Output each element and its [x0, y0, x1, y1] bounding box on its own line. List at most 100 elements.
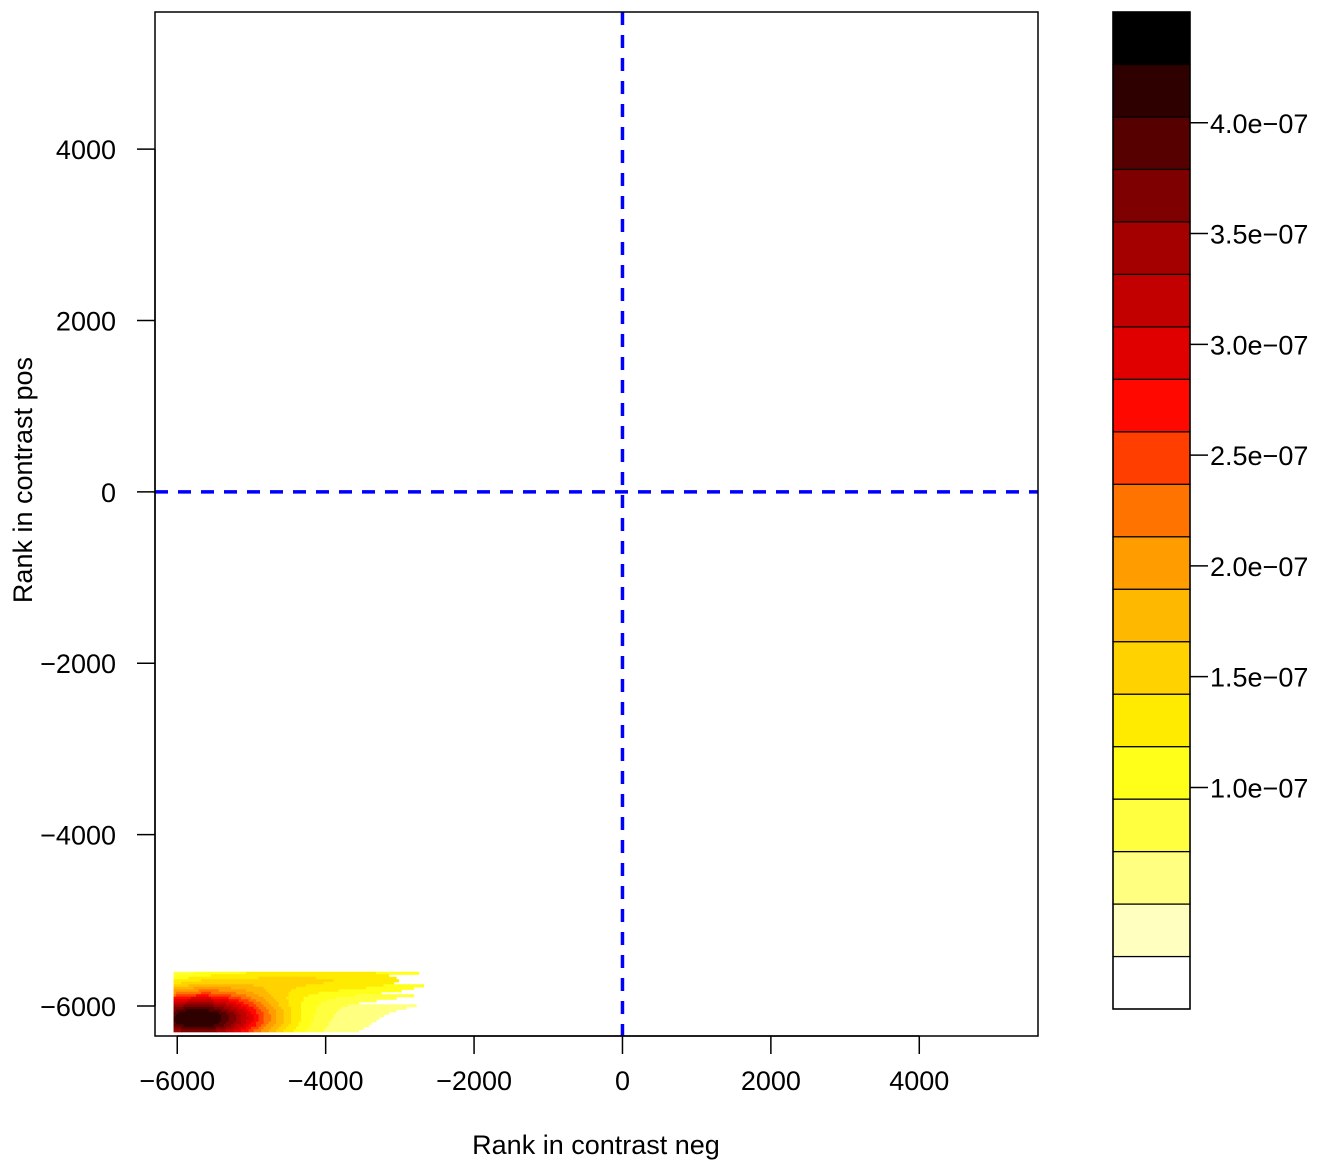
density-cell [291, 1009, 302, 1013]
density-cell [186, 1009, 210, 1013]
density-cell [173, 1029, 182, 1033]
density-cell [276, 1029, 285, 1033]
density-cell [246, 1026, 252, 1030]
legend-color-band [1112, 536, 1191, 590]
density-cell [276, 999, 290, 1003]
legend-color-band [1112, 641, 1191, 695]
density-cell [258, 1016, 265, 1020]
density-cell [366, 986, 415, 990]
density-cell [301, 1006, 317, 1010]
density-cell [241, 1029, 250, 1033]
density-cell [176, 974, 212, 978]
density-cell [278, 1026, 287, 1030]
density-cell [291, 1014, 302, 1018]
density-cell [316, 1009, 340, 1013]
density-cell [173, 971, 195, 975]
density-cell [236, 1024, 245, 1028]
density-cell [318, 1004, 350, 1008]
density-cell [213, 1024, 225, 1028]
density-cell [258, 976, 317, 980]
y-tick-label: 0 [101, 478, 116, 508]
density-cell [183, 1004, 215, 1008]
density-cell [256, 1009, 262, 1013]
density-cell [241, 1021, 247, 1025]
density-cell [173, 979, 202, 983]
density-cell [263, 1026, 272, 1030]
density-cell [213, 1001, 227, 1005]
density-cell [246, 1006, 255, 1010]
density-cell [313, 1019, 332, 1023]
density-cell [173, 1004, 185, 1008]
density-cell [376, 971, 420, 975]
density-cell [268, 991, 290, 995]
density-cell [276, 1016, 285, 1020]
density-cell [181, 1029, 217, 1033]
density-cell [236, 1001, 245, 1005]
density-cell [288, 1024, 300, 1028]
density-cell [336, 1011, 390, 1015]
density-cell [173, 1019, 222, 1023]
density-cell [283, 1029, 295, 1033]
density-cell [173, 1016, 222, 1020]
density-cell [288, 994, 310, 998]
density-cell [306, 984, 385, 988]
x-axis: −6000 −4000 −2000 0 2000 4000 [139, 1035, 949, 1096]
density-cell [176, 1009, 187, 1013]
density-cell [276, 1014, 285, 1018]
density-cell [316, 1011, 337, 1015]
density-cell [241, 1004, 250, 1008]
density-cell [258, 1014, 265, 1018]
density-cell [261, 1009, 270, 1013]
density-cell [218, 1021, 227, 1025]
density-cell [298, 1024, 312, 1028]
density-cell [233, 1004, 242, 1008]
density-cell [291, 1016, 302, 1020]
density-cell [183, 1024, 215, 1028]
density-cell [243, 1001, 255, 1005]
density-cell [308, 994, 357, 998]
density-cell [221, 1019, 230, 1023]
density-cell [218, 1011, 227, 1015]
density-cell [218, 989, 247, 993]
density-cell [188, 976, 260, 980]
density-cell [301, 1009, 317, 1013]
density-cell [173, 1024, 185, 1028]
y-tick-label: −4000 [40, 821, 116, 851]
x-axis-title: Rank in contrast neg [472, 1130, 720, 1160]
density-cell [263, 1011, 270, 1015]
density-cell [268, 1029, 277, 1033]
density-cell [178, 1011, 220, 1015]
legend-tick-label: 1.5e−07 [1210, 663, 1308, 693]
density-cell [213, 1004, 227, 1008]
density-cell [246, 1014, 255, 1018]
legend-color-band [1112, 63, 1191, 118]
density-cell [241, 1014, 247, 1018]
density-cell [301, 1014, 315, 1018]
density-cell [188, 984, 255, 988]
density-cell [288, 1004, 302, 1008]
density-cell [283, 1011, 292, 1015]
legend-tick-label: 3.5e−07 [1210, 220, 1308, 250]
density-cell [248, 1016, 255, 1020]
density-cell [263, 986, 297, 990]
density-cell [301, 1016, 315, 1020]
density-cell [263, 1016, 272, 1020]
density-cell [246, 971, 377, 975]
density-cell [211, 991, 237, 995]
density-cell [323, 1029, 360, 1033]
density-cell [276, 1019, 285, 1023]
y-axis-title: Rank in contrast pos [8, 357, 38, 603]
reference-lines [155, 12, 1038, 1036]
density-cell [201, 979, 335, 983]
density-cell [176, 994, 197, 998]
density-cell [256, 1004, 265, 1008]
density-cell [173, 1006, 185, 1010]
density-cell [301, 1019, 315, 1023]
density-cell [236, 1009, 245, 1013]
density-cell [291, 1021, 300, 1025]
legend-color-band [1112, 273, 1191, 328]
density-cell [311, 1021, 330, 1025]
density-cell [228, 1019, 237, 1023]
y-axis: −6000 −4000 −2000 0 2000 4000 [40, 135, 156, 1022]
density-cell [173, 974, 177, 978]
